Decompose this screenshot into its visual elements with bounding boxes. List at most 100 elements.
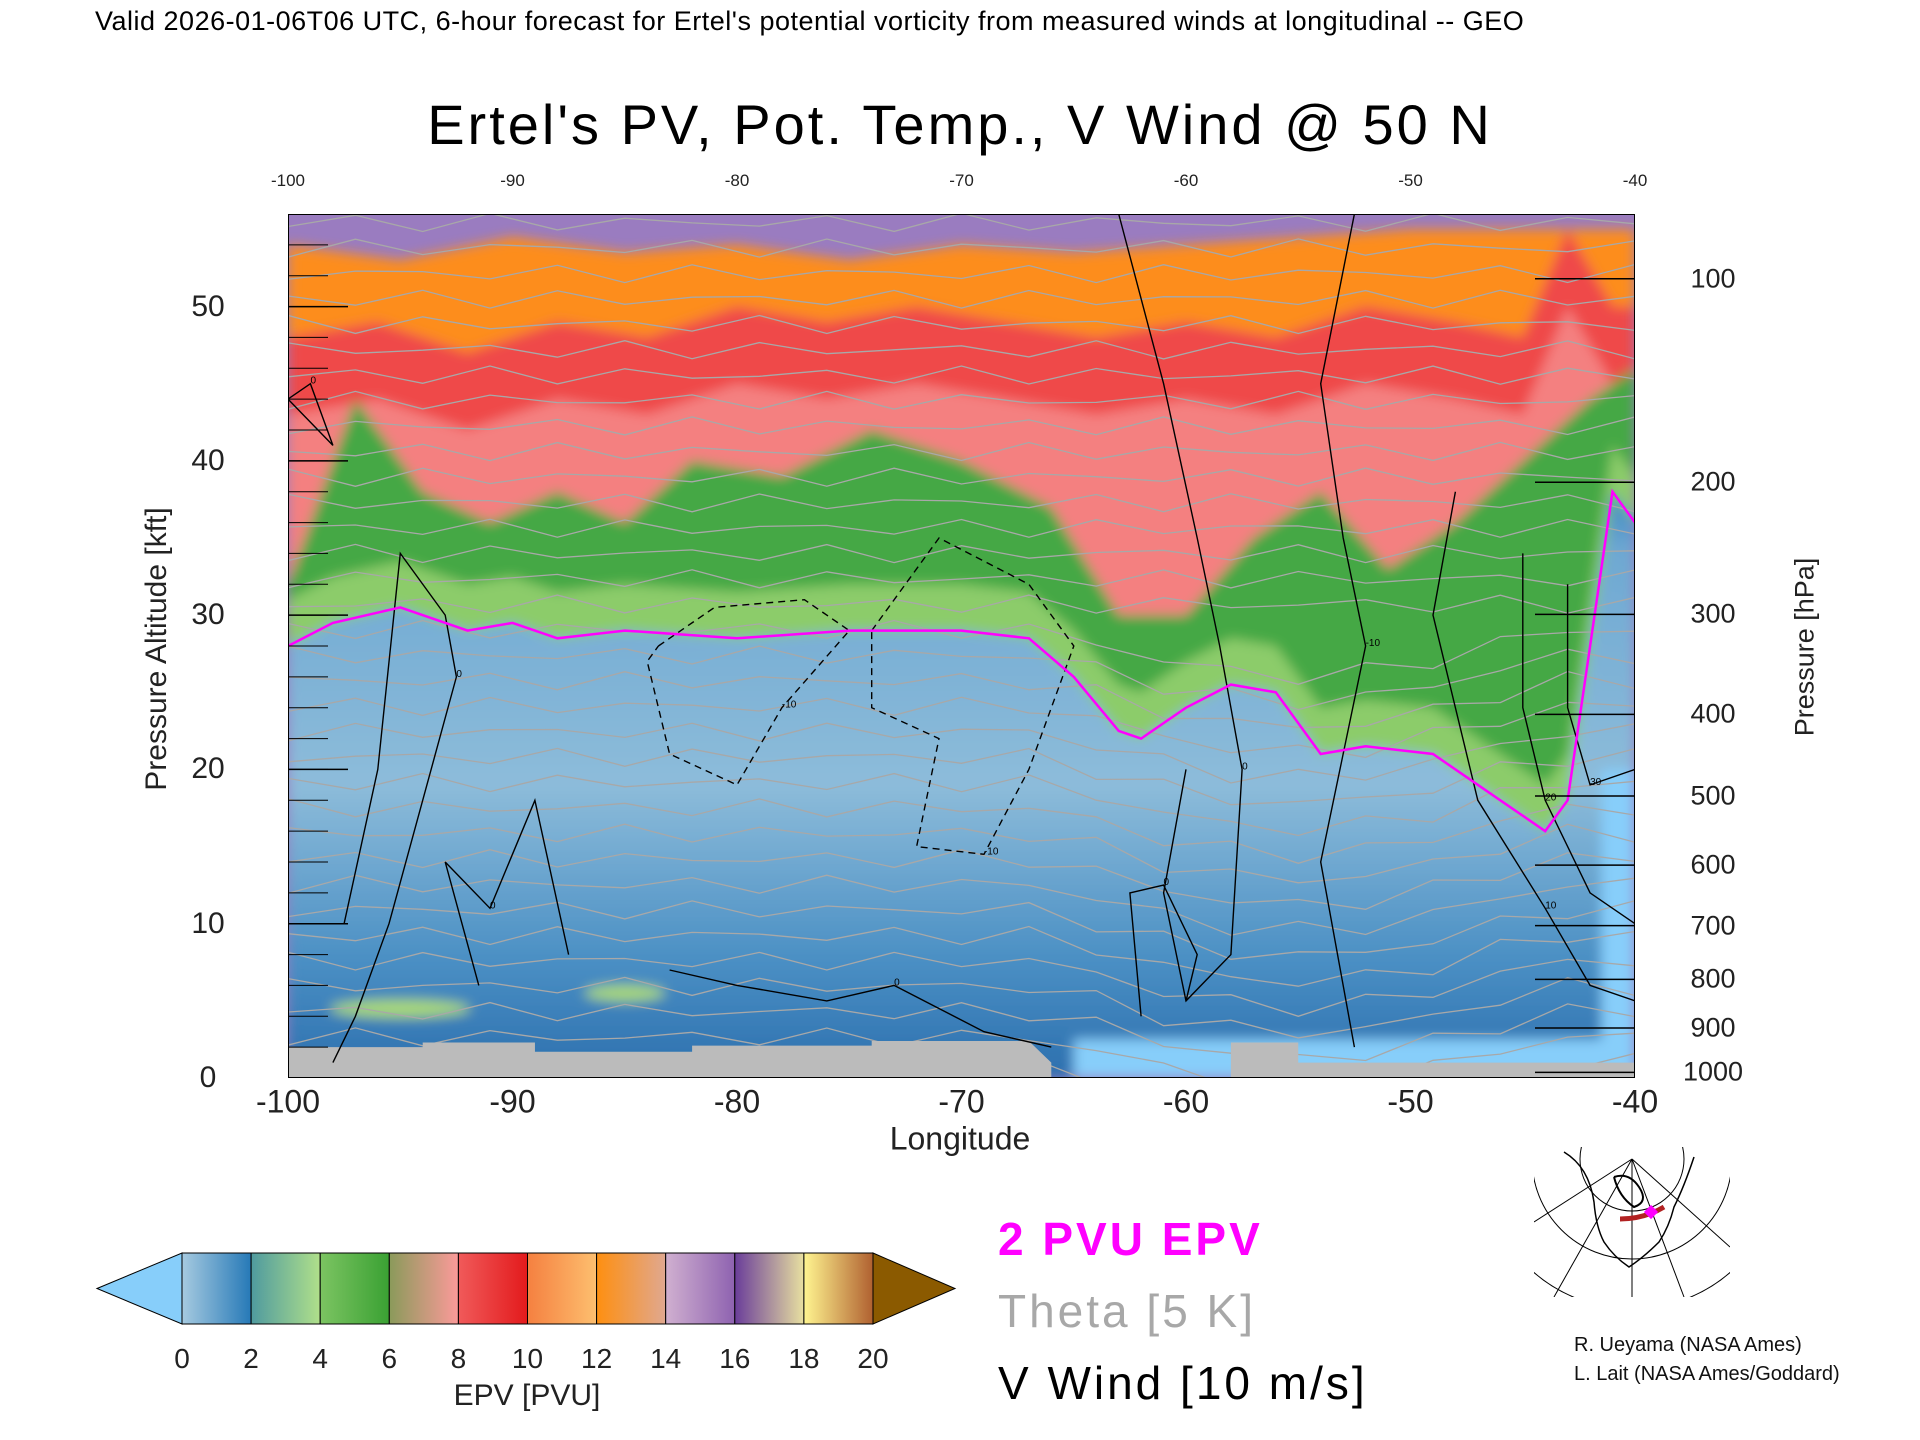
theta-contour	[288, 493, 1635, 513]
theta-contour	[288, 314, 1635, 335]
top-x-tick-label: -40	[1622, 171, 1648, 190]
theta-contour	[288, 619, 1635, 685]
theta-contour	[288, 874, 1635, 936]
theta-contour	[288, 900, 1635, 960]
theta-contour	[288, 645, 1635, 711]
theta-contour	[288, 365, 1635, 385]
terrain	[288, 1040, 1052, 1078]
pv-blob	[330, 999, 471, 1018]
theta-contour	[288, 925, 1635, 987]
contour-label: 0	[1242, 761, 1248, 772]
theta-contour	[288, 722, 1635, 784]
colorbar-segment	[734, 1252, 805, 1325]
theta-contour	[288, 670, 1635, 729]
vwind-contour	[1566, 584, 1635, 786]
vwind-contour	[1118, 214, 1243, 1003]
y2-tick-label: 300	[1690, 598, 1736, 629]
top-x-tick-label: -50	[1398, 171, 1423, 190]
theta-contour	[288, 976, 1635, 1039]
y2-tick-label: 800	[1690, 963, 1736, 994]
x-tick-label: -80	[713, 1083, 761, 1120]
y2-tick-label: 700	[1690, 910, 1736, 941]
vwind-contour	[871, 537, 1075, 856]
contour-label: -10	[1366, 638, 1381, 649]
vwind-contour	[646, 598, 851, 786]
colorbar-segment	[527, 1252, 598, 1325]
theta-contour	[288, 569, 1635, 589]
theta-contour	[288, 951, 1635, 1017]
colorbar-tick-label: 2	[243, 1343, 259, 1374]
y2-tick-label: 1000	[1682, 1056, 1744, 1087]
top-x-tick-label: -60	[1173, 171, 1199, 190]
contour-label: 0	[310, 376, 316, 387]
contour-label: 30	[1590, 777, 1602, 788]
theta-contour	[288, 594, 1635, 614]
x-tick-label: -60	[1162, 1083, 1210, 1120]
colorbar-label: EPV [PVU]	[453, 1379, 601, 1412]
vwind-contour	[1129, 884, 1198, 1017]
theta-contour	[288, 289, 1635, 309]
colorbar-under-arrow	[95, 1252, 183, 1325]
colorbar-segment	[457, 1252, 528, 1325]
theta-contour	[288, 823, 1635, 884]
credit-line-1: R. Ueyama (NASA Ames)	[1574, 1334, 1802, 1356]
vwind-contour	[1432, 491, 1635, 1002]
colorbar-segment	[596, 1252, 667, 1325]
y2-tick-label: 100	[1690, 263, 1736, 294]
contour-label: 0	[894, 977, 900, 988]
y-tick-label: 20	[191, 752, 225, 786]
x-tick-label: -40	[1611, 1083, 1659, 1120]
y2-tick-label: 200	[1690, 466, 1736, 497]
theta-contour	[288, 747, 1635, 806]
colorbar-segment	[803, 1252, 874, 1325]
vwind-contour	[288, 382, 334, 446]
y2-tick-label: 400	[1690, 698, 1736, 729]
y2-tick-label: 500	[1690, 780, 1736, 811]
x-axis-label: Longitude	[889, 1120, 1031, 1157]
x-tick-label: -90	[489, 1083, 536, 1120]
colorbar-tick-label: 0	[174, 1343, 190, 1374]
colorbar-tick-label: 8	[450, 1343, 467, 1374]
x-tick-label: -100	[255, 1083, 321, 1120]
y-tick-label: 50	[191, 289, 225, 323]
y-tick-label: 0	[199, 1061, 217, 1094]
theta-contour	[288, 798, 1635, 864]
y2-axis-label: Pressure [hPa]	[1789, 557, 1820, 737]
colorbar-segment	[250, 1252, 321, 1325]
y2-tick-label: 900	[1690, 1012, 1736, 1043]
vwind-contour	[288, 551, 458, 1063]
vwind-contour	[1319, 214, 1367, 1048]
contour-label: 20	[1545, 792, 1557, 803]
theta-contour	[288, 1001, 1635, 1062]
vwind-contour	[1522, 553, 1635, 925]
vwind-contour	[444, 797, 570, 986]
colorbar-over-arrow	[872, 1252, 957, 1325]
locator-map	[1534, 1147, 1730, 1297]
theta-contour	[288, 518, 1635, 538]
low-pv-region	[1601, 769, 1635, 1078]
theta-contour	[288, 390, 1635, 410]
colorbar-tick-label: 6	[381, 1343, 398, 1374]
theta-contour	[288, 696, 1635, 759]
theta-contour	[288, 340, 1635, 360]
x-tick-label: -50	[1387, 1083, 1434, 1120]
colorbar-segment	[181, 1252, 252, 1325]
theta-contour	[288, 467, 1635, 487]
top-x-tick-label: -70	[949, 171, 974, 190]
vwind-contour	[669, 969, 1052, 1048]
blue-layer	[288, 491, 1635, 1078]
contour-label: -10	[984, 846, 999, 857]
theta-contour	[288, 416, 1635, 436]
contour-label: 10	[1545, 900, 1557, 911]
theta-contour	[288, 543, 1635, 564]
cross-section-plot: 0 -10 -10 0 -10 10 20 30 0 0 0 0	[288, 214, 1635, 1078]
contour-label: 0	[456, 669, 462, 680]
credit-line-2: L. Lait (NASA Ames/Goddard)	[1574, 1363, 1840, 1385]
section-track	[1619, 1204, 1666, 1222]
section-marker	[1643, 1204, 1659, 1220]
legend-theta: Theta [5 K]	[998, 1285, 1257, 1337]
colorbar-tick-label: 16	[719, 1343, 751, 1374]
theta-contour	[288, 441, 1635, 462]
y-tick-label: 40	[191, 443, 225, 477]
theta-contour	[288, 772, 1635, 837]
